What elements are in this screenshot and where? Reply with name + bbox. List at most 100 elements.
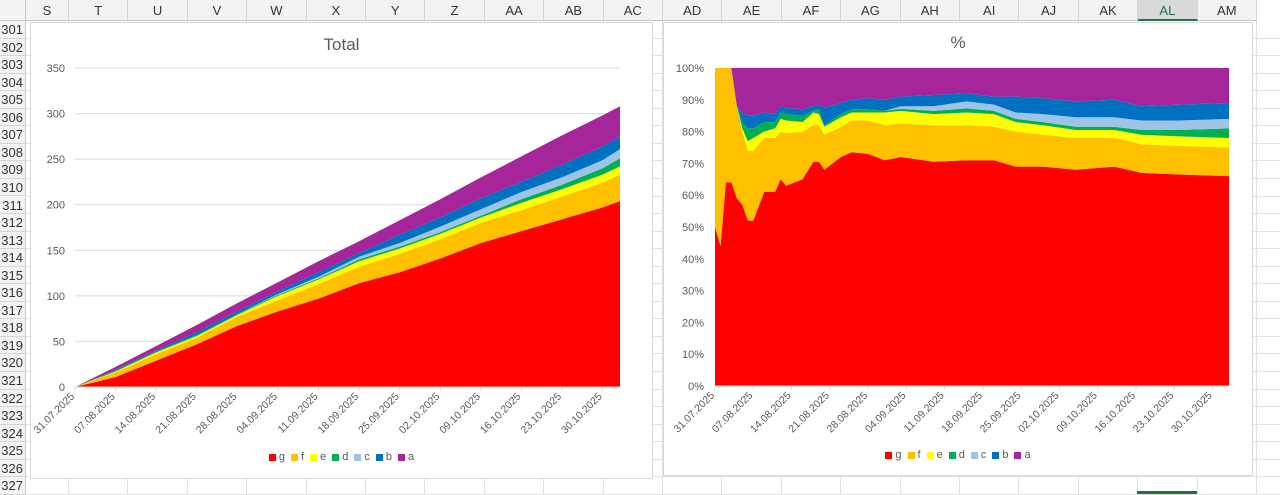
legend-item-f[interactable]: f: [291, 451, 304, 463]
row-header-320[interactable]: 320: [0, 354, 26, 372]
area-series-e[interactable]: [715, 68, 1229, 151]
column-header-w[interactable]: W: [247, 0, 307, 21]
row-header-304[interactable]: 304: [0, 73, 26, 92]
column-header-t[interactable]: T: [69, 0, 129, 21]
legend-label: d: [958, 449, 965, 461]
gridline: [26, 371, 1280, 372]
row-header-321[interactable]: 321: [0, 372, 26, 390]
column-header-ab[interactable]: AB: [544, 0, 604, 21]
legend-item-b[interactable]: b: [375, 451, 392, 463]
area-series-b[interactable]: [715, 68, 1229, 129]
column-header-ae[interactable]: AE: [722, 0, 782, 21]
y-tick-label: 0: [59, 382, 65, 394]
gridline: [26, 441, 1280, 443]
row-header-302[interactable]: 302: [0, 38, 26, 57]
legend-item-e[interactable]: e: [310, 451, 326, 463]
row-header-305[interactable]: 305: [0, 91, 26, 109]
row-header-317[interactable]: 317: [0, 301, 26, 320]
column-header-z[interactable]: Z: [425, 0, 485, 21]
legend-item-a[interactable]: a: [397, 451, 414, 463]
legend-item-g[interactable]: g: [885, 449, 902, 461]
row-header-319[interactable]: 319: [0, 336, 26, 355]
column-header-x[interactable]: X: [306, 0, 366, 21]
row-header-315[interactable]: 315: [0, 266, 26, 285]
total-chart[interactable]: Total 0 50 100 150 200 250 300 350 31.07.2025 07.…: [30, 22, 653, 479]
legend-item-c[interactable]: c: [970, 449, 987, 461]
column-header-am[interactable]: AM: [1197, 0, 1257, 21]
legend-item-g[interactable]: g: [268, 451, 285, 463]
row-header-311[interactable]: 311: [0, 196, 26, 215]
row-header-303[interactable]: 303: [0, 56, 26, 74]
percent-chart[interactable]: % 0% 10% 20% 30% 40% 50% 60% 70% 80% 90% 100% 31.07…: [663, 22, 1253, 476]
area-series-c[interactable]: [715, 68, 1229, 130]
area-series-e[interactable]: [75, 166, 620, 387]
column-header-ak[interactable]: AK: [1078, 0, 1139, 21]
column-header-ag[interactable]: AG: [841, 0, 901, 21]
x-tick-label: 18.09.2025: [316, 391, 362, 437]
chart-title: %: [950, 33, 966, 52]
gridline: [26, 406, 1280, 408]
row-header-324[interactable]: 324: [0, 424, 26, 443]
legend-item-e[interactable]: e: [926, 449, 943, 461]
column-header-aa[interactable]: AA: [484, 0, 545, 21]
column-header-ac[interactable]: AC: [603, 0, 663, 21]
column-header-ah[interactable]: AH: [900, 0, 960, 21]
select-all-corner[interactable]: [0, 0, 26, 21]
area-series-b[interactable]: [75, 136, 620, 387]
selected-cell[interactable]: [1137, 491, 1197, 494]
legend-item-b[interactable]: b: [992, 449, 1008, 461]
row-header-306[interactable]: 306: [0, 108, 26, 127]
column-header-s[interactable]: S: [26, 0, 69, 21]
column-header-af[interactable]: AF: [781, 0, 842, 21]
x-tick-label: 28.08.2025: [194, 391, 240, 437]
legend-item-d[interactable]: d: [332, 451, 348, 463]
row-header-322[interactable]: 322: [0, 389, 26, 408]
legend-swatch: [354, 453, 362, 461]
gridline: [26, 388, 1280, 390]
row-header-309[interactable]: 309: [0, 161, 26, 179]
gridline: [26, 423, 1280, 425]
x-tick-label: 30.10.2025: [1169, 390, 1215, 436]
legend-label: c: [980, 449, 987, 461]
legend-swatch: [310, 453, 318, 461]
y-tick-label: 80%: [682, 127, 704, 139]
area-series-a[interactable]: [715, 68, 1229, 116]
row-header-323[interactable]: 323: [0, 407, 26, 425]
column-header-v[interactable]: V: [187, 0, 248, 21]
row-header-312[interactable]: 312: [0, 214, 26, 232]
legend-item-d[interactable]: d: [948, 449, 965, 461]
row-header-316[interactable]: 316: [0, 284, 26, 302]
legend-item-a[interactable]: a: [1014, 449, 1031, 461]
area-series-g[interactable]: [75, 201, 620, 387]
gridline: [26, 353, 1280, 355]
column-header-aj[interactable]: AJ: [1019, 0, 1079, 21]
area-series-a[interactable]: [75, 106, 620, 388]
area-series-g[interactable]: [715, 152, 1229, 386]
area-series-d[interactable]: [75, 158, 620, 387]
legend-item-c[interactable]: c: [354, 451, 370, 463]
row-header-318[interactable]: 318: [0, 319, 26, 337]
row-header-327[interactable]: 327: [0, 477, 26, 495]
column-header-u[interactable]: U: [128, 0, 188, 21]
row-header-325[interactable]: 325: [0, 442, 26, 460]
column-header-y[interactable]: Y: [366, 0, 426, 21]
column-header-al[interactable]: AL: [1138, 0, 1198, 21]
row-header-314[interactable]: 314: [0, 249, 26, 267]
row-header-326[interactable]: 326: [0, 459, 26, 478]
row-header-308[interactable]: 308: [0, 143, 26, 162]
row-header-310[interactable]: 310: [0, 178, 26, 197]
legend-item-f[interactable]: f: [907, 449, 921, 461]
chart-title: Total: [323, 35, 360, 54]
gridline: [26, 195, 1280, 197]
gridline: [26, 458, 1280, 460]
row-header-301[interactable]: 301: [0, 21, 26, 39]
area-series-f[interactable]: [715, 68, 1229, 247]
row-header-313[interactable]: 313: [0, 231, 26, 250]
column-header-ad[interactable]: AD: [663, 0, 723, 21]
area-series-d[interactable]: [715, 68, 1229, 142]
column-header-ai[interactable]: AI: [960, 0, 1020, 21]
y-tick-label: 30%: [682, 286, 704, 298]
area-series-c[interactable]: [75, 149, 620, 387]
area-series-f[interactable]: [75, 174, 620, 387]
row-header-307[interactable]: 307: [0, 126, 26, 144]
